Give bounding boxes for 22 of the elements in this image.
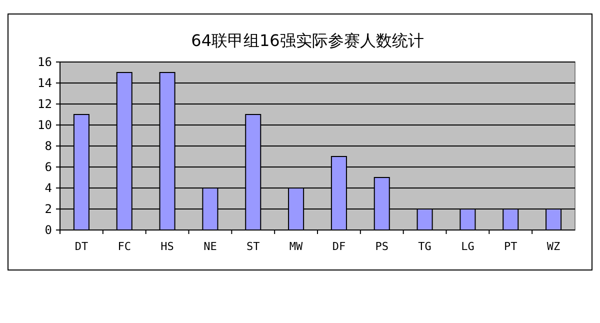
y-tick-label: 6 bbox=[44, 160, 52, 174]
y-tick-label: 12 bbox=[38, 97, 52, 112]
chart-title: 64联甲组16强实际参赛人数统计 bbox=[191, 31, 424, 50]
y-tick-label: 10 bbox=[38, 118, 52, 132]
x-tick-label: HS bbox=[160, 240, 174, 253]
x-tick-label: ST bbox=[246, 240, 260, 253]
y-tick-label: 14 bbox=[38, 76, 52, 90]
x-tick-label: PT bbox=[504, 240, 518, 253]
x-tick-label: TG bbox=[418, 240, 432, 253]
x-tick-label: FC bbox=[118, 240, 131, 253]
x-tick-label: DT bbox=[74, 240, 88, 253]
y-tick-label: 16 bbox=[38, 55, 52, 70]
x-tick-label: WZ bbox=[546, 240, 561, 253]
x-tick-label: LG bbox=[461, 240, 474, 253]
x-tick-label: MW bbox=[289, 240, 304, 253]
y-tick-label: 2 bbox=[44, 202, 52, 216]
y-tick-label: 4 bbox=[44, 181, 52, 196]
y-tick-label: 8 bbox=[44, 139, 52, 154]
x-tick-label: NE bbox=[204, 240, 217, 253]
x-tick-label: PS bbox=[375, 240, 388, 253]
x-tick-label: DF bbox=[332, 240, 346, 253]
y-tick-label: 0 bbox=[44, 223, 52, 238]
